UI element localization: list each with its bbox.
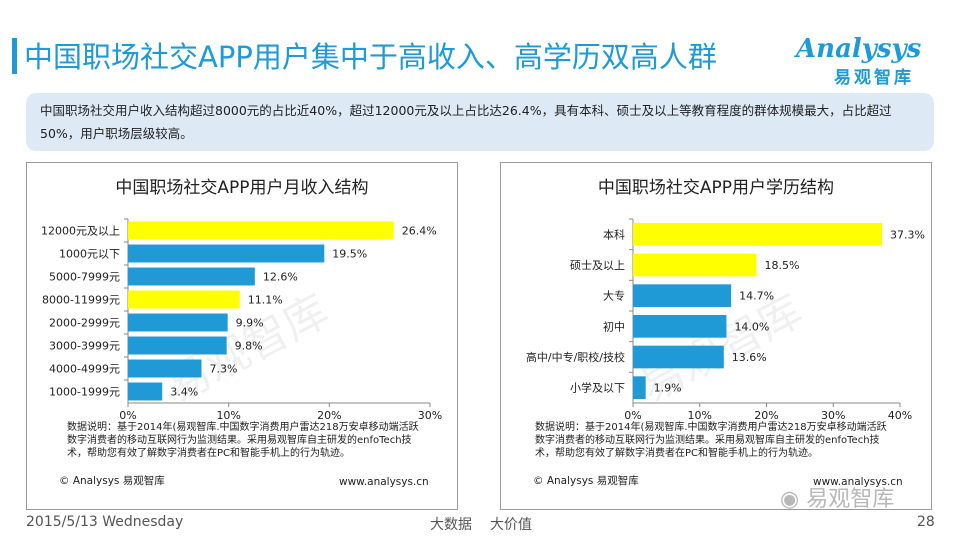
- income-chart-panel: 易观智库 中国职场社交APP用户月收入结构 12000元及以上 26.4% 1000…: [26, 162, 458, 510]
- value-label: 14.7%: [739, 290, 774, 303]
- value-label: 26.4%: [402, 225, 437, 238]
- income-chart: 12000元及以上 26.4% 1000元以下 19.5% 5000-7999元 12.6…: [41, 218, 442, 422]
- bar: [633, 345, 724, 369]
- summary-box: 中国职场社交用户收入结构超过8000元的占比近40%，超过12000元及以上占比…: [26, 93, 934, 151]
- slogan-right: 大价值: [490, 517, 532, 533]
- note-line: 术，帮助您有效了解数字消费者在PC和智能手机上的行为轨迹。: [67, 448, 351, 459]
- note-line: 数据说明：基于2014年(易观智库.中国数字消费用户雷达218万安卓移动端活跃: [67, 422, 419, 433]
- value-label: 3.4%: [170, 386, 198, 399]
- x-tick-label: 0%: [624, 409, 641, 422]
- value-label: 18.5%: [764, 259, 799, 272]
- bar: [128, 244, 325, 263]
- x-tick-label: 30%: [418, 409, 442, 422]
- wechat-watermark: ◉ 易观智库: [780, 481, 894, 513]
- copyright-text: © Analysys 易观智库: [533, 475, 639, 487]
- bar: [128, 267, 255, 286]
- income-data-note: 数据说明：基于2014年(易观智库.中国数字消费用户雷达218万安卓移动端活跃 …: [67, 421, 419, 460]
- bar: [633, 222, 882, 246]
- bar: [633, 253, 757, 277]
- page-number: 28: [917, 514, 935, 530]
- slogan-left: 大数据: [430, 517, 472, 533]
- category-label: 12000元及以上: [41, 225, 120, 238]
- category-label: 5000-7999元: [49, 271, 120, 284]
- x-tick-label: 20%: [317, 409, 341, 422]
- category-label: 3000-3999元: [49, 340, 120, 353]
- x-tick-label: 10%: [216, 409, 240, 422]
- category-label: 硕士及以上: [570, 259, 625, 272]
- logo-wordmark: Analysys: [796, 34, 922, 64]
- value-label: 12.6%: [263, 271, 298, 284]
- x-tick-label: 20%: [754, 409, 778, 422]
- bar: [633, 376, 646, 400]
- category-label: 本科: [603, 227, 625, 241]
- bar: [633, 314, 727, 338]
- page-title: 中国职场社交APP用户集中于高收入、高学历双高人群: [24, 40, 717, 74]
- value-label: 9.8%: [235, 340, 263, 353]
- category-label: 1000-1999元: [49, 386, 120, 399]
- x-tick-label: 30%: [821, 409, 845, 422]
- category-label: 2000-2999元: [49, 317, 120, 330]
- note-line: 数字消费者的移动互联网行为监测结果。采用易观智库自主研发的enfoTech技: [535, 435, 880, 446]
- bar: [128, 382, 163, 401]
- category-label: 初中: [603, 319, 625, 333]
- category-label: 4000-4999元: [49, 363, 120, 376]
- category-label: 1000元以下: [59, 248, 120, 261]
- bar: [128, 221, 394, 240]
- education-chart: 本科 37.3% 硕士及以上 18.5% 大专 14.7% 初中 14.0% 高中/中专/职校/…: [526, 218, 925, 422]
- category-label: 高中/中专/职校/技校: [526, 350, 625, 364]
- footer-slogan: 大数据 大价值: [430, 514, 550, 534]
- value-label: 19.5%: [332, 248, 367, 261]
- category-label: 小学及以下: [570, 381, 625, 395]
- footer-date: 2015/5/13 Wednesday: [26, 514, 184, 530]
- bar: [633, 284, 732, 308]
- value-label: 1.9%: [654, 382, 682, 395]
- bar: [128, 359, 202, 378]
- value-label: 11.1%: [248, 294, 283, 307]
- education-data-note: 数据说明：基于2014年(易观智库.中国数字消费用户雷达218万安卓移动端活跃 …: [535, 421, 887, 460]
- wechat-icon: ◉: [780, 487, 800, 512]
- category-label: 大专: [603, 289, 625, 303]
- value-label: 13.6%: [732, 351, 767, 364]
- value-label: 37.3%: [890, 228, 925, 241]
- value-label: 14.0%: [734, 320, 769, 333]
- note-line: 术，帮助您有效了解数字消费者在PC和智能手机上的行为轨迹。: [535, 448, 819, 459]
- x-tick-label: 0%: [119, 409, 136, 422]
- copyright-text: © Analysys 易观智库: [59, 475, 165, 487]
- logo-chinese-name: 易观智库: [834, 68, 914, 88]
- value-label: 9.9%: [236, 317, 264, 330]
- website-link[interactable]: www.analysys.cn: [813, 476, 903, 488]
- bar: [128, 313, 228, 332]
- education-chart-title: 中国职场社交APP用户学历结构: [597, 178, 835, 198]
- website-link[interactable]: www.analysys.cn: [339, 476, 429, 488]
- category-label: 8000-11999元: [42, 294, 120, 307]
- value-label: 7.3%: [209, 363, 237, 376]
- bar: [128, 336, 227, 355]
- x-tick-label: 10%: [688, 409, 712, 422]
- analysys-logo: Analysys 易观智库: [796, 34, 936, 92]
- education-chart-panel: 易观智库 中国职场社交APP用户学历结构 本科 37.3% 硕士及以上 18.5% 大专…: [500, 162, 932, 510]
- income-chart-title: 中国职场社交APP用户月收入结构: [115, 178, 369, 198]
- bar: [128, 290, 240, 309]
- wechat-account-name: 易观智库: [806, 487, 895, 512]
- title-accent-bar: [12, 38, 17, 74]
- note-line: 数字消费者的移动互联网行为监测结果。采用易观智库自主研发的enfoTech技: [67, 435, 412, 446]
- x-tick-label: 40%: [888, 409, 912, 422]
- note-line: 数据说明：基于2014年(易观智库.中国数字消费用户雷达218万安卓移动端活跃: [535, 422, 887, 433]
